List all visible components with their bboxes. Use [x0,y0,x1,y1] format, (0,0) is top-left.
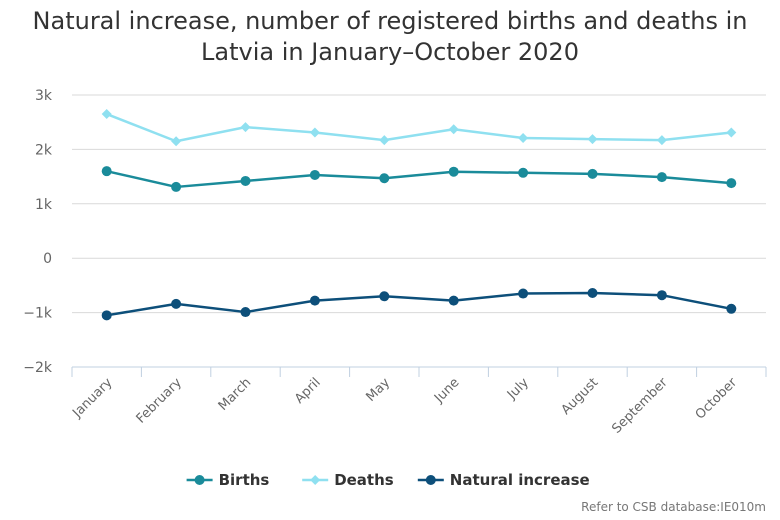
legend-label-births: Births [219,471,270,489]
data-point-natural-increase [656,290,667,301]
chart-title-line-2: Latvia in January–October 2020 [201,38,579,66]
y-tick-label: 0 [43,251,52,267]
y-tick-label: 2k [35,142,53,158]
legend-marker-natural-increase [425,475,436,485]
data-point-natural-increase [101,310,112,321]
data-point-deaths [448,124,459,135]
series-line-deaths [106,112,732,143]
data-point-natural-increase [518,288,529,299]
data-point-natural-increase [309,295,320,306]
data-point-deaths [587,134,598,145]
data-point-deaths [240,122,251,133]
data-point-natural-increase [171,298,182,309]
chart-title-line-1: Natural increase, number of registered b… [32,7,748,35]
series-line-natural-increase [106,291,732,317]
data-point-natural-increase [379,291,390,302]
x-tick-label: May [364,375,394,405]
x-tick-label: March [216,375,255,414]
series-line-births [106,169,732,189]
data-point-deaths [726,127,737,138]
data-point-deaths [656,135,667,146]
data-point-deaths [171,136,182,147]
x-tick-label: August [559,375,602,418]
data-point-natural-increase [240,307,251,318]
y-tick-label: −1k [23,306,53,322]
x-tick-label: July [504,375,532,403]
x-tick-label: February [134,375,186,427]
data-point-deaths [518,132,529,143]
data-point-births [101,166,112,177]
data-point-deaths [309,127,320,138]
y-tick-label: 3k [35,88,53,104]
x-tick-label: September [609,375,671,437]
legend-marker-births [194,475,205,485]
x-tick-label: January [69,375,115,421]
y-tick-label: −2k [23,360,53,376]
y-tick-label: 1k [35,197,53,213]
data-point-births [240,175,251,186]
legend-marker-deaths [310,475,321,485]
data-point-natural-increase [587,288,598,299]
data-point-natural-increase [448,295,459,306]
data-point-births [379,173,390,184]
x-tick-label: October [693,375,741,423]
data-point-births [726,178,737,189]
data-point-deaths [379,135,390,146]
x-tick-label: June [431,375,462,406]
chart-title: Natural increase, number of registered b… [0,6,780,68]
data-point-births [309,169,320,180]
credit-text[interactable]: Refer to CSB database:IE010m [581,500,766,514]
x-tick-label: April [292,375,324,407]
data-point-natural-increase [726,303,737,314]
legend-label-deaths: Deaths [334,471,394,489]
data-point-births [448,166,459,177]
data-point-births [656,172,667,183]
data-point-births [518,167,529,178]
data-point-births [171,181,182,192]
legend-label-natural-increase: Natural increase [450,471,590,489]
data-point-deaths [101,109,112,120]
data-point-births [587,168,598,179]
